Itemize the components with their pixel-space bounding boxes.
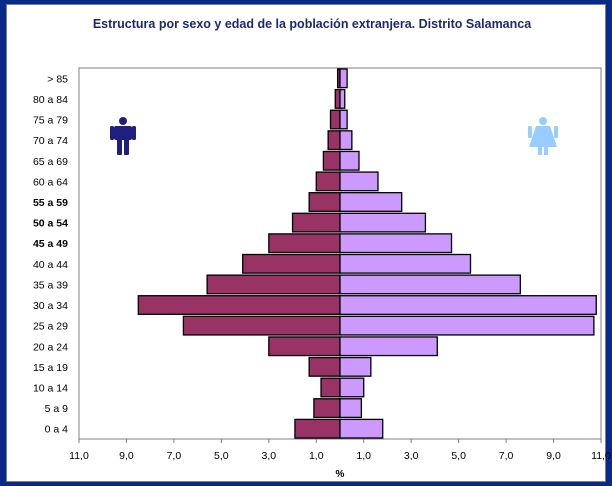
x-tick-label-8: 5,0: [451, 450, 466, 462]
female-bar-15: [339, 109, 348, 130]
x-axis-title: %: [336, 469, 345, 480]
female-bar-12: [339, 171, 379, 192]
male-bar-12: [315, 171, 341, 192]
female-bar-17: [339, 68, 348, 89]
age-label-2: 10 a 14: [33, 382, 68, 394]
age-label-9: 45 a 49: [33, 238, 68, 250]
age-label-17: > 85: [47, 73, 68, 85]
male-bar-8: [242, 253, 341, 274]
age-label-1: 5 a 9: [45, 403, 69, 415]
x-tick-label-0: 11,0: [69, 450, 89, 462]
x-tick-label-6: 1,0: [356, 450, 371, 462]
male-bar-3: [308, 356, 341, 377]
female-bar-5: [339, 315, 595, 336]
female-bar-4: [339, 336, 438, 357]
age-label-12: 60 a 64: [33, 176, 68, 188]
female-bar-6: [339, 295, 597, 315]
female-bar-11: [339, 192, 403, 212]
x-tick-label-3: 5,0: [214, 450, 229, 462]
male-bar-14: [327, 130, 341, 151]
age-label-13: 65 a 69: [33, 156, 68, 168]
female-bar-10: [339, 212, 427, 233]
male-figure-icon: [110, 117, 136, 155]
x-tick-label-1: 9,0: [119, 450, 134, 462]
female-figure-icon: [528, 117, 558, 155]
female-bar-16: [339, 88, 346, 109]
age-label-10: 50 a 54: [33, 218, 68, 230]
age-label-0: 0 a 4: [45, 424, 69, 436]
female-bar-3: [339, 356, 372, 377]
age-group-labels: 0 a 4 5 a 9 10 a 14 15 a 19 20 a 24 25 a 29 30…: [33, 73, 68, 435]
male-bar-9: [268, 233, 341, 254]
plot-area: [78, 67, 602, 440]
female-bar-14: [339, 130, 353, 151]
male-bar-7: [206, 274, 341, 295]
female-bar-0: [339, 418, 384, 439]
male-bar-13: [322, 150, 341, 171]
x-tick-label-10: 9,0: [546, 450, 561, 462]
age-label-4: 20 a 24: [33, 341, 68, 353]
age-label-16: 80 a 84: [33, 94, 68, 106]
male-bar-0: [294, 418, 341, 439]
female-bar-2: [339, 377, 365, 398]
x-tick-label-11: 11,0: [591, 450, 611, 462]
male-bar-11: [308, 192, 341, 212]
chart-title: Estructura por sexo y edad de la poblaci…: [92, 17, 532, 31]
male-bar-15: [329, 109, 341, 130]
male-bar-5: [182, 315, 341, 336]
x-tick-label-4: 3,0: [262, 450, 277, 462]
male-bar-1: [313, 398, 341, 419]
male-bar-16: [334, 88, 341, 109]
female-bar-13: [339, 150, 360, 171]
x-tick-label-2: 7,0: [167, 450, 182, 462]
bars-group: [137, 68, 597, 439]
age-label-11: 55 a 59: [33, 197, 68, 209]
age-label-5: 25 a 29: [33, 321, 68, 333]
male-bar-10: [291, 212, 341, 233]
age-label-15: 75 a 79: [33, 115, 68, 127]
male-bar-2: [320, 377, 341, 398]
age-label-14: 70 a 74: [33, 135, 68, 147]
female-bar-9: [339, 233, 453, 254]
age-label-8: 40 a 44: [33, 259, 68, 271]
female-bar-8: [339, 253, 472, 274]
x-tick-label-7: 3,0: [404, 450, 419, 462]
age-label-6: 30 a 34: [33, 300, 68, 312]
age-label-7: 35 a 39: [33, 279, 68, 291]
male-bar-4: [268, 336, 341, 357]
x-tick-label-5: 1,0: [309, 450, 324, 462]
female-bar-1: [339, 398, 363, 419]
male-bar-6: [137, 295, 341, 315]
age-label-3: 15 a 19: [33, 362, 68, 374]
x-tick-label-9: 7,0: [499, 450, 514, 462]
x-tick-labels: 11,0 9,0 7,0 5,0 3,0 1,0 1,0 3,0 5,0 7,0 9,0 11,0: [69, 439, 611, 462]
female-bar-7: [339, 274, 521, 295]
